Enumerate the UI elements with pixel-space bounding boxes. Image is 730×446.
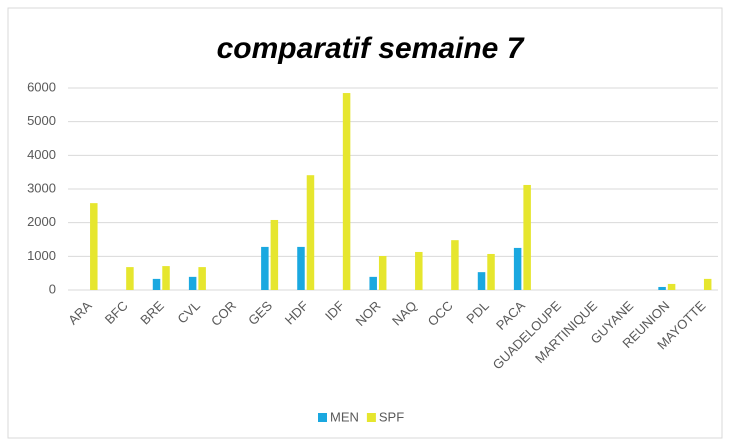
bar [261, 246, 269, 290]
bar [188, 276, 197, 290]
bar [90, 203, 98, 290]
bar [126, 267, 134, 290]
bar [523, 184, 531, 290]
legend-label: MEN [330, 409, 359, 424]
bar [703, 278, 712, 290]
bar [198, 267, 206, 290]
y-tick-label: 1000 [27, 248, 56, 263]
y-tick-label: 3000 [27, 180, 56, 195]
bar [270, 219, 279, 290]
bar [152, 278, 161, 290]
bar [477, 272, 486, 290]
chart-title: comparatif semaine 7 [217, 32, 525, 65]
bar [378, 255, 387, 290]
legend-swatch [366, 413, 376, 422]
bar [487, 253, 495, 290]
y-tick-label: 5000 [27, 113, 56, 128]
legend-swatch [318, 413, 327, 422]
bar [667, 283, 676, 290]
y-tick-label: 2000 [27, 214, 56, 229]
bar [306, 175, 315, 290]
bar [297, 246, 305, 290]
bar [162, 266, 170, 290]
legend-label: SPF [379, 409, 404, 424]
bar [451, 240, 459, 290]
y-tick-label: 4000 [27, 147, 56, 162]
bar [658, 286, 666, 290]
bar [342, 93, 351, 290]
bar [415, 251, 423, 290]
bar [369, 276, 377, 290]
y-tick-label: 6000 [27, 79, 56, 94]
y-tick-label: 0 [49, 281, 56, 296]
bar [513, 247, 522, 290]
